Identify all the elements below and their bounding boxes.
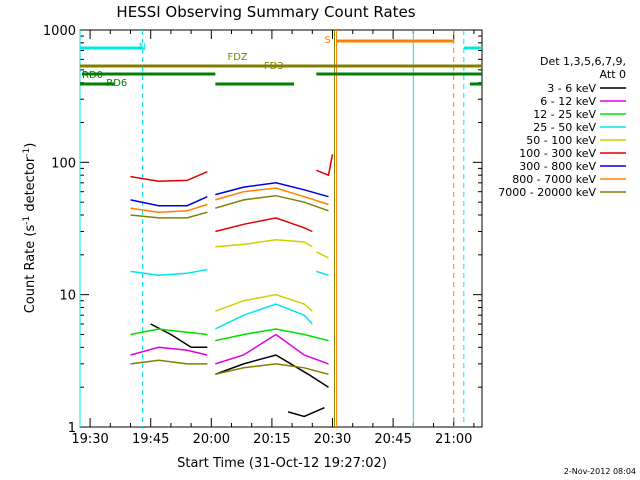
annotation-label: FD3 bbox=[264, 61, 284, 72]
series-line bbox=[130, 171, 208, 182]
annotation-label: S bbox=[324, 35, 330, 46]
series-line bbox=[316, 270, 329, 277]
plot-area bbox=[79, 29, 483, 428]
series-line bbox=[150, 323, 208, 349]
series-0 bbox=[150, 323, 329, 418]
y-axis-title-a: Count Rate (s bbox=[23, 225, 38, 314]
legend-label: 300 - 800 keV bbox=[519, 160, 596, 173]
legend-header-line2: Att 0 bbox=[600, 68, 626, 81]
series-2 bbox=[130, 328, 329, 342]
series-line bbox=[215, 328, 329, 342]
footer-stamp: 2-Nov-2012 08:04 bbox=[564, 467, 636, 476]
series-3 bbox=[130, 268, 329, 330]
series-line bbox=[316, 251, 329, 259]
series-line bbox=[215, 194, 329, 212]
series-line bbox=[215, 182, 329, 198]
x-tick-label: 19:30 bbox=[71, 432, 108, 447]
series-8 bbox=[130, 194, 329, 376]
y-axis-title-b: detector bbox=[23, 156, 38, 216]
series-5 bbox=[130, 154, 334, 233]
series-line bbox=[215, 293, 313, 312]
series-line bbox=[130, 328, 208, 336]
y-tick-label: 1000 bbox=[43, 24, 76, 39]
series-line bbox=[316, 154, 334, 177]
series-line bbox=[130, 211, 208, 219]
x-tick-label: 20:15 bbox=[253, 432, 290, 447]
series-line bbox=[215, 354, 329, 388]
x-tick-label: 19:45 bbox=[132, 432, 169, 447]
x-tick-label: 20:00 bbox=[193, 432, 230, 447]
y-axis-title-c: ) bbox=[23, 143, 38, 148]
legend-label: 12 - 25 keV bbox=[533, 108, 596, 121]
series-6 bbox=[130, 182, 329, 207]
y-tick-label: 10 bbox=[59, 289, 76, 304]
series-layer bbox=[130, 154, 334, 418]
series-line bbox=[215, 187, 329, 206]
legend-label: 50 - 100 keV bbox=[526, 134, 596, 147]
legend-label: 6 - 12 keV bbox=[540, 95, 596, 108]
series-7 bbox=[130, 187, 329, 213]
y-tick-label: 100 bbox=[51, 156, 76, 171]
x-tick-label: 20:30 bbox=[314, 432, 351, 447]
series-line bbox=[130, 203, 208, 213]
chart-title: HESSI Observing Summary Count Rates bbox=[116, 3, 415, 21]
legend-label: 100 - 300 keV bbox=[519, 147, 596, 160]
series-line bbox=[215, 333, 329, 365]
series-line bbox=[130, 268, 208, 277]
legend-label: 7000 - 20000 keV bbox=[498, 186, 596, 199]
legend-label: 25 - 50 keV bbox=[533, 121, 596, 134]
annotation-label: N bbox=[139, 42, 146, 53]
series-1 bbox=[130, 333, 329, 365]
y-axis-title-sup2: -1 bbox=[22, 148, 32, 157]
series-line bbox=[130, 359, 208, 365]
legend-label: 3 - 6 keV bbox=[547, 82, 596, 95]
series-4 bbox=[215, 239, 329, 312]
legend-header-line1: Det 1,3,5,6,7,9, bbox=[540, 55, 626, 68]
series-line bbox=[287, 407, 325, 418]
y-axis-title: Count Rate (s-1 detector-1) bbox=[22, 143, 38, 314]
series-line bbox=[130, 346, 208, 356]
y-axis-title-sup1: -1 bbox=[22, 216, 32, 225]
series-line bbox=[130, 196, 208, 207]
annotation-label: FDZ bbox=[227, 52, 247, 63]
annotation-label: RD6 bbox=[106, 78, 127, 89]
legend-label: 800 - 7000 keV bbox=[512, 173, 596, 186]
series-line bbox=[214, 303, 313, 330]
y-tick-label: 1 bbox=[68, 421, 76, 436]
series-line bbox=[215, 217, 313, 233]
x-axis-title: Start Time (31-Oct-12 19:27:02) bbox=[177, 456, 387, 471]
annotation-label: RD0 bbox=[82, 70, 103, 81]
x-tick-label: 20:45 bbox=[374, 432, 411, 447]
series-line bbox=[215, 363, 329, 376]
series-line bbox=[215, 239, 313, 248]
x-tick-label: 21:00 bbox=[435, 432, 472, 447]
